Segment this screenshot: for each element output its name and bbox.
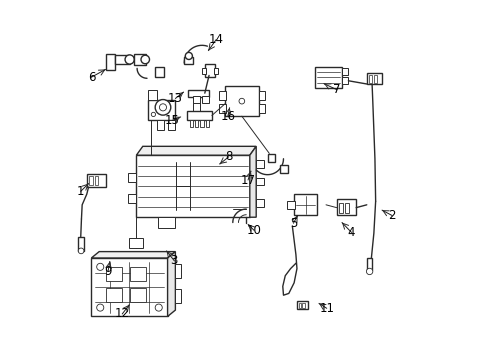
Bar [366, 258, 371, 270]
Bar [267, 154, 275, 162]
Text: 9: 9 [104, 265, 112, 278]
Text: 14: 14 [208, 33, 223, 46]
Bar [184, 57, 193, 64]
Bar [345, 203, 349, 213]
Text: 10: 10 [246, 224, 261, 237]
Polygon shape [167, 252, 175, 316]
Polygon shape [91, 252, 175, 258]
Bar [256, 160, 264, 168]
Bar [130, 288, 146, 302]
Bar [302, 303, 304, 307]
Text: 4: 4 [347, 226, 355, 239]
Bar [200, 120, 203, 127]
Bar [105, 54, 115, 70]
Bar [155, 67, 163, 77]
Bar [279, 165, 287, 173]
Bar [115, 55, 129, 64]
Bar [366, 73, 381, 84]
Bar [204, 64, 214, 77]
Bar [148, 100, 174, 120]
Text: 7: 7 [332, 83, 340, 96]
Text: 12: 12 [115, 307, 129, 320]
Bar [105, 288, 121, 302]
Bar [195, 120, 198, 127]
Bar [127, 173, 136, 182]
Text: 5: 5 [289, 217, 297, 230]
Text: 13: 13 [167, 92, 183, 105]
Text: 3: 3 [170, 254, 178, 267]
Circle shape [155, 304, 162, 311]
Bar [258, 104, 264, 113]
Circle shape [125, 55, 134, 64]
Text: 11: 11 [319, 302, 333, 315]
Bar [78, 237, 84, 251]
Bar [175, 289, 181, 303]
Bar [214, 68, 218, 74]
Bar [218, 91, 225, 100]
Bar [86, 174, 106, 187]
Circle shape [78, 248, 84, 254]
Bar [130, 267, 146, 281]
Circle shape [159, 104, 166, 111]
Circle shape [366, 268, 372, 275]
Bar [91, 258, 167, 316]
Bar [148, 90, 157, 100]
Text: 2: 2 [387, 209, 395, 222]
Bar [202, 96, 209, 103]
Bar [286, 201, 294, 209]
Circle shape [185, 53, 192, 59]
Bar [157, 120, 163, 130]
Bar [127, 194, 136, 203]
Bar [336, 199, 355, 215]
Bar [293, 194, 317, 215]
Bar [129, 238, 142, 248]
Bar [105, 267, 121, 281]
Bar [175, 264, 181, 278]
Bar [189, 120, 193, 127]
Bar [258, 91, 264, 100]
Bar [373, 76, 376, 82]
Bar [298, 303, 301, 307]
Bar [256, 199, 264, 207]
Text: 17: 17 [240, 174, 255, 186]
Bar [341, 77, 347, 84]
Circle shape [97, 263, 103, 270]
Circle shape [97, 304, 103, 311]
Bar [89, 176, 93, 185]
Polygon shape [136, 146, 256, 155]
Bar [296, 301, 307, 309]
Bar [136, 155, 249, 217]
Text: 8: 8 [224, 150, 232, 163]
Bar [315, 67, 341, 88]
Bar [341, 68, 347, 76]
Circle shape [155, 100, 170, 115]
Bar [187, 111, 211, 120]
Bar [202, 68, 206, 74]
Text: 16: 16 [220, 110, 235, 123]
Circle shape [141, 55, 149, 64]
Bar [338, 203, 343, 213]
Bar [368, 76, 371, 82]
Bar [256, 177, 264, 185]
Bar [167, 120, 174, 130]
Bar [157, 217, 175, 228]
Text: 6: 6 [87, 71, 95, 84]
Bar [193, 96, 200, 103]
Circle shape [151, 112, 155, 117]
Bar [95, 176, 98, 185]
Bar [224, 86, 258, 116]
Text: 1: 1 [77, 185, 84, 198]
Bar [134, 54, 146, 65]
Bar [187, 90, 209, 97]
Text: 15: 15 [164, 114, 179, 127]
Bar [205, 120, 209, 127]
Polygon shape [249, 146, 256, 217]
Bar [218, 104, 225, 113]
Circle shape [239, 98, 244, 104]
